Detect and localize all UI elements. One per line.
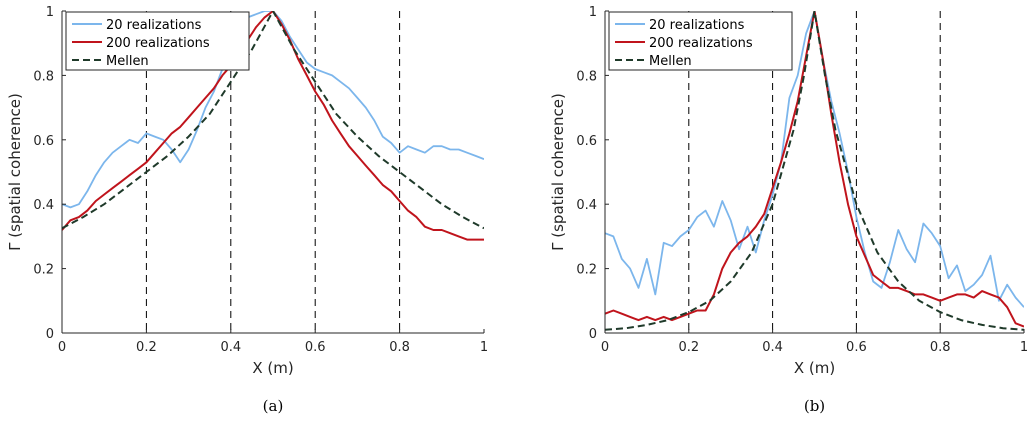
y-tick-label: 0.4 — [576, 198, 597, 213]
series-line-20-realizations — [62, 11, 484, 209]
series-line-mellen — [605, 11, 1024, 331]
series-line-200-realizations — [62, 11, 484, 241]
y-tick-label: 1 — [589, 5, 597, 20]
legend: 20 realizations 200 realizations Mellen — [608, 11, 793, 71]
legend-label: 20 realizations — [106, 18, 202, 33]
x-tick-label: 1 — [480, 340, 488, 355]
series-line-20-realizations — [605, 11, 1024, 308]
y-tick-label: 1 — [46, 5, 54, 20]
legend-label: Mellen — [106, 54, 149, 69]
series-line-mellen — [62, 11, 484, 230]
y-axis-label: Γ (spatial coherence) — [549, 93, 567, 251]
x-tick-label: 0.2 — [678, 340, 699, 355]
legend: 20 realizations 200 realizations Mellen — [65, 11, 250, 71]
y-tick-label: 0 — [46, 327, 54, 342]
y-tick-label: 0.2 — [33, 263, 54, 278]
y-tick-label: 0 — [589, 327, 597, 342]
y-tick-label: 0.8 — [33, 69, 54, 84]
x-tick-label: 0.4 — [762, 340, 783, 355]
chart-a: 0 0.2 0.4 0.6 0.8 1 0 0.2 0.4 0.6 0.8 1 X (m) Γ (spat… — [6, 5, 488, 415]
subfigure-caption: (b) — [804, 397, 825, 415]
x-tick-label: 0.8 — [389, 340, 410, 355]
legend-label: 200 realizations — [649, 36, 753, 51]
series-line-200-realizations — [605, 11, 1024, 328]
y-axis-label: Γ (spatial coherence) — [6, 93, 24, 251]
legend-label: 20 realizations — [649, 18, 745, 33]
y-tick-label: 0.2 — [576, 263, 597, 278]
legend-label: Mellen — [649, 54, 692, 69]
y-tick-label: 0.6 — [33, 134, 54, 149]
x-tick-label: 0.4 — [220, 340, 241, 355]
x-tick-label: 0 — [58, 340, 66, 355]
x-tick-label: 0.6 — [305, 340, 326, 355]
y-tick-label: 0.4 — [33, 198, 54, 213]
x-tick-label: 0 — [601, 340, 609, 355]
x-axis-label: X (m) — [794, 359, 835, 377]
y-tick-label: 0.8 — [576, 69, 597, 84]
subfigure-caption: (a) — [263, 397, 284, 415]
legend-label: 200 realizations — [106, 36, 210, 51]
x-tick-label: 0.6 — [846, 340, 867, 355]
y-tick-label: 0.6 — [576, 134, 597, 149]
x-tick-label: 0.2 — [136, 340, 157, 355]
x-tick-label: 0.8 — [930, 340, 951, 355]
x-tick-label: 1 — [1020, 340, 1028, 355]
x-axis-label: X (m) — [252, 359, 293, 377]
chart-b: 0 0.2 0.4 0.6 0.8 1 0 0.2 0.4 0.6 0.8 1 X (m) Γ (spat… — [549, 5, 1028, 415]
